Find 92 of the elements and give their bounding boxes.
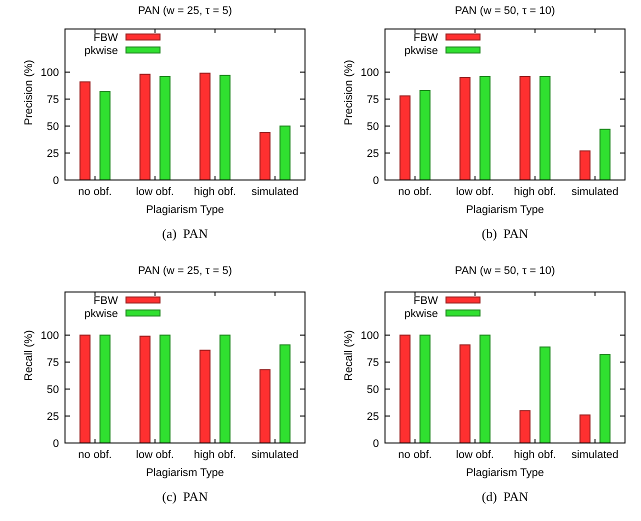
text: (c) PAN — [162, 489, 208, 504]
bar — [540, 346, 550, 444]
bar — [140, 336, 150, 444]
chart-title: PAN (w = 50, τ = 10) — [454, 5, 556, 17]
legend-label: FBW — [414, 295, 439, 307]
y-tick-label: 25 — [366, 410, 379, 423]
y-tick-label: 100 — [40, 330, 59, 342]
y-tick-label: 25 — [46, 148, 59, 160]
x-axis-title: Plagiarism Type — [146, 467, 224, 479]
bar — [280, 344, 290, 444]
chart-title: PAN (w = 50, τ = 10) — [454, 265, 556, 277]
x-tick-label: low obf. — [136, 186, 174, 198]
chart-title: PAN (w = 25, τ = 5) — [138, 5, 232, 17]
x-tick-label: simulated — [251, 449, 299, 461]
legend-label: pkwise — [404, 308, 438, 320]
bar — [280, 126, 290, 180]
bar — [480, 334, 490, 444]
x-tick-label: no obf. — [78, 186, 112, 198]
bar — [100, 91, 110, 180]
y-tick-label: 0 — [372, 174, 379, 187]
x-axis-title: Plagiarism Type — [466, 467, 544, 479]
x-tick-label: simulated — [251, 186, 299, 198]
bar — [220, 334, 230, 444]
bar — [140, 74, 150, 180]
x-tick-label: low obf. — [136, 449, 174, 461]
y-axis-title: Precision (%) — [343, 60, 355, 126]
bar — [200, 350, 210, 444]
bar — [460, 77, 470, 180]
y-tick-label: 0 — [52, 174, 59, 187]
bar — [80, 334, 90, 444]
x-tick-label: no obf. — [398, 449, 432, 461]
bar — [520, 76, 530, 180]
chart-title: PAN (w = 25, τ = 5) — [138, 265, 232, 277]
y-tick-label: 100 — [40, 66, 59, 79]
bar — [400, 95, 410, 180]
y-tick-label: 0 — [52, 438, 59, 450]
x-axis-title: Plagiarism Type — [146, 204, 224, 216]
x-tick-label: low obf. — [456, 186, 494, 198]
x-tick-label: low obf. — [456, 449, 494, 461]
bar — [600, 128, 610, 180]
bar — [160, 334, 170, 444]
legend-label: FBW — [94, 32, 119, 44]
bar — [100, 334, 110, 444]
bar — [460, 344, 470, 444]
x-tick-label: high obf. — [194, 186, 236, 198]
x-tick-label: simulated — [571, 449, 619, 461]
y-tick-label: 75 — [366, 94, 379, 106]
y-tick-label: 75 — [366, 356, 379, 369]
bar — [260, 369, 270, 444]
bar — [600, 354, 610, 444]
legend-label: pkwise — [84, 45, 118, 57]
y-tick-label: 50 — [46, 384, 59, 396]
bar — [400, 334, 410, 444]
bar — [520, 410, 530, 444]
legend-label: FBW — [414, 32, 439, 44]
bar — [420, 334, 430, 444]
x-tick-label: no obf. — [78, 449, 112, 461]
x-tick-label: high obf. — [514, 186, 556, 198]
y-tick-label: 50 — [366, 120, 379, 133]
bar — [580, 150, 590, 180]
bar — [420, 90, 430, 180]
y-tick-label: 100 — [360, 330, 379, 342]
bar — [80, 81, 90, 180]
text: (d) PAN — [482, 489, 529, 504]
x-tick-label: high obf. — [194, 449, 236, 461]
y-tick-label: 25 — [46, 410, 59, 423]
y-axis-title: Recall (%) — [343, 330, 355, 381]
y-axis-title: Recall (%) — [23, 330, 35, 381]
x-axis-title: Plagiarism Type — [466, 204, 544, 216]
bar — [200, 72, 210, 180]
y-tick-label: 25 — [366, 148, 379, 160]
legend-label: pkwise — [404, 45, 438, 57]
bar — [540, 76, 550, 180]
y-tick-label: 75 — [46, 356, 59, 369]
y-axis-title: Precision (%) — [23, 60, 35, 126]
bar — [480, 76, 490, 180]
y-tick-label: 75 — [46, 94, 59, 106]
legend-label: pkwise — [84, 308, 118, 320]
y-tick-label: 100 — [360, 66, 379, 79]
bar — [260, 132, 270, 180]
x-tick-label: no obf. — [398, 186, 432, 198]
text: (b) PAN — [482, 226, 529, 241]
text: (a) PAN — [162, 226, 208, 241]
y-tick-label: 50 — [366, 384, 379, 396]
x-tick-label: high obf. — [514, 449, 556, 461]
x-tick-label: simulated — [571, 186, 619, 198]
bar — [160, 76, 170, 180]
legend-label: FBW — [94, 295, 119, 307]
bar — [580, 414, 590, 444]
y-tick-label: 50 — [46, 120, 59, 133]
y-tick-label: 0 — [372, 438, 379, 450]
bar — [220, 74, 230, 180]
